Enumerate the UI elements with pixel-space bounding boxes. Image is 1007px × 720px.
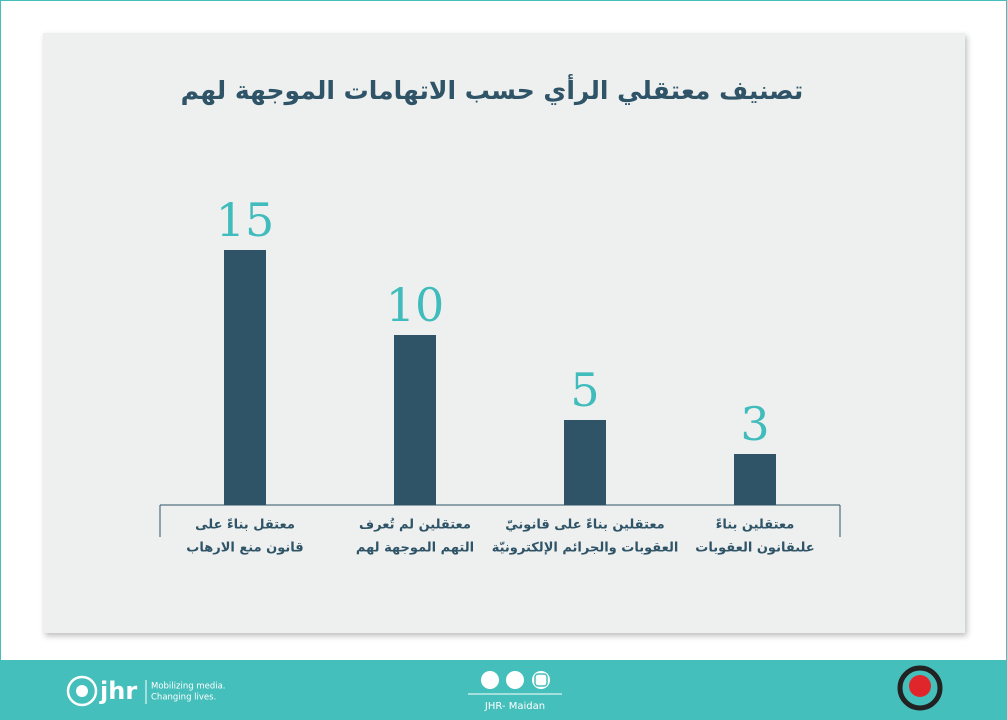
partner-logo xyxy=(909,675,931,697)
x-tick-label: التهم الموجهة لهم xyxy=(356,541,474,556)
bar xyxy=(224,250,266,505)
handle: JHR- Maidan xyxy=(484,701,545,712)
x-tick-label: معتقلين بناءً xyxy=(716,518,795,533)
bar xyxy=(564,420,606,505)
plot: معتقل بناءً على قانون منع الارهاب 15 معتقلي… xyxy=(159,193,841,556)
chart-title: تصنيف معتقلي الرأي حسب الاتهامات الموجهة… xyxy=(181,74,804,106)
footer-band xyxy=(0,660,1007,720)
x-tick-label: معتقلين لم تُعرف xyxy=(359,517,471,532)
brand-logo xyxy=(76,685,88,697)
tagline: Mobilizing media. xyxy=(151,682,226,692)
bar xyxy=(734,454,776,505)
partner-logo xyxy=(897,665,943,711)
facebook-icon[interactable] xyxy=(481,671,499,689)
value-label: 3 xyxy=(740,397,769,451)
x-tick-label: علىقانون العقوبات xyxy=(695,541,814,556)
brand: jhr xyxy=(99,677,137,705)
x-tick-label: معتقل بناءً على xyxy=(195,518,295,533)
value-label: 15 xyxy=(216,193,275,247)
value-label: 5 xyxy=(570,363,599,417)
brand-logo xyxy=(66,675,98,707)
bar xyxy=(394,335,436,505)
tagline: Changing lives. xyxy=(151,693,216,703)
x-tick-label: العقوبات والجرائم الإلكترونيّة xyxy=(492,541,679,556)
x-tick-label: معتقلين بناءً على قانونيّ xyxy=(505,518,664,533)
x-tick-label: قانون منع الارهاب xyxy=(186,541,303,556)
card xyxy=(43,33,965,633)
instagram-icon[interactable] xyxy=(532,671,550,689)
value-label: 10 xyxy=(386,278,445,332)
instagram-glyph xyxy=(534,673,548,687)
twitter-icon[interactable] xyxy=(506,671,524,689)
